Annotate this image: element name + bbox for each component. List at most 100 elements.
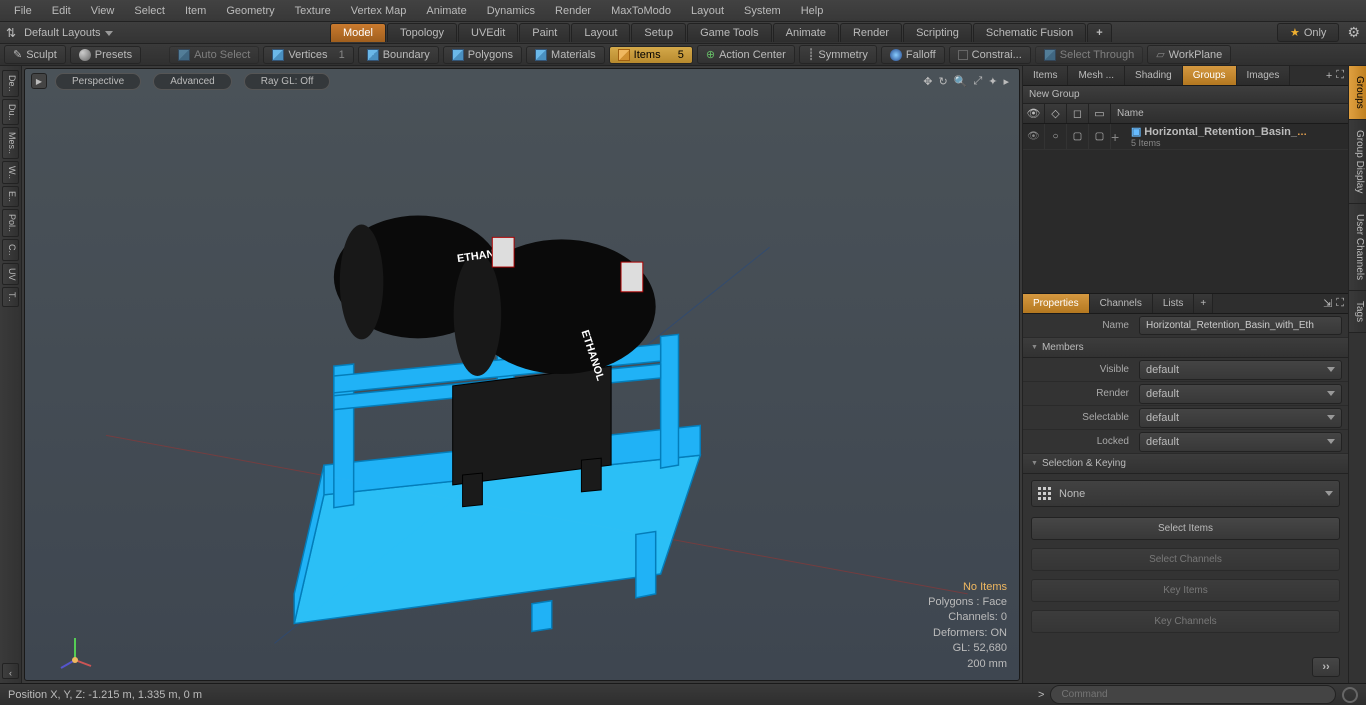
menu-maxtomodo[interactable]: MaxToModo [601,5,681,17]
constraints-button[interactable]: Constrai... [949,46,1031,64]
viewport-3d[interactable]: ▶ Perspective Advanced Ray GL: Off ✥ ↻ 🔍… [24,68,1020,681]
pan-icon[interactable]: ✥ [923,75,932,88]
tab-schematicfusion[interactable]: Schematic Fusion [973,23,1086,42]
row-c4[interactable]: ▢ [1089,124,1111,149]
col2-icon[interactable]: ◇ [1045,104,1067,123]
orbit-icon[interactable]: ↻ [939,75,948,88]
tab-uvedit[interactable]: UVEdit [458,23,518,42]
menu-system[interactable]: System [734,5,791,17]
selectable-select[interactable]: default [1139,408,1342,428]
section-members[interactable]: Members [1023,338,1348,358]
section-selkey[interactable]: Selection & Keying [1023,454,1348,474]
vertices-button[interactable]: Vertices 1 [263,46,353,64]
boundary-button[interactable]: Boundary [358,46,439,64]
name-input[interactable] [1139,316,1342,335]
tab-scripting[interactable]: Scripting [903,23,972,42]
name-header[interactable]: Name [1111,108,1348,119]
menu-layout[interactable]: Layout [681,5,734,17]
menu-select[interactable]: Select [124,5,175,17]
layout-switch-icon[interactable]: ⇅ [6,26,16,40]
actioncenter-button[interactable]: ⊕Action Center [697,45,795,64]
command-input[interactable] [1050,685,1336,704]
vtab-groupdisplay[interactable]: Group Display [1349,120,1366,204]
rtab-mesh[interactable]: Mesh ... [1068,66,1125,85]
polygons-button[interactable]: Polygons [443,46,522,64]
lside-4[interactable]: E.. [2,186,19,207]
locked-select[interactable]: default [1139,432,1342,452]
select-channels-button[interactable]: Select Channels [1031,548,1340,571]
eye-col-icon[interactable]: 👁 [1023,104,1045,123]
lside-5[interactable]: Pol.. [2,209,19,237]
vtab-userchannels[interactable]: User Channels [1349,204,1366,291]
zoom-icon[interactable]: 🔍 [954,75,968,88]
menu-texture[interactable]: Texture [285,5,341,17]
item-row[interactable]: 👁 ○ ▢ ▢ + ▣ Horizontal_Retention_Basin_w… [1023,124,1348,150]
menu-dynamics[interactable]: Dynamics [477,5,545,17]
render-select[interactable]: default [1139,384,1342,404]
record-icon[interactable] [1342,687,1358,703]
raygl-dropdown[interactable]: Ray GL: Off [244,73,331,90]
shading-dropdown[interactable]: Advanced [153,73,231,90]
lside-8[interactable]: T.. [2,287,19,307]
items-button[interactable]: Items 5 [609,46,693,64]
rtab-groups[interactable]: Groups [1183,66,1237,85]
tab-topology[interactable]: Topology [387,23,457,42]
menu-vertexmap[interactable]: Vertex Map [341,5,417,17]
lside-2[interactable]: Mes.. [2,127,19,159]
row-c3[interactable]: ▢ [1067,124,1089,149]
new-group-button[interactable]: New Group [1023,86,1348,104]
menu-item[interactable]: Item [175,5,216,17]
tab-add[interactable]: + [1087,23,1111,42]
rtab-shading[interactable]: Shading [1125,66,1183,85]
row-eye-icon[interactable]: 👁 [1023,124,1045,149]
lside-3[interactable]: W.. [2,161,19,184]
gear-icon[interactable]: ✦ [988,75,997,88]
menu-file[interactable]: File [4,5,42,17]
menu-view[interactable]: View [81,5,125,17]
menu-edit[interactable]: Edit [42,5,81,17]
tab-paint[interactable]: Paint [519,23,570,42]
col3-icon[interactable]: ◻ [1067,104,1089,123]
lside-6[interactable]: C.. [2,239,19,261]
rtab-images[interactable]: Images [1237,66,1291,85]
row-expand-icon[interactable]: + [1111,129,1125,145]
group-type-select[interactable]: None [1031,480,1340,507]
mtab-add[interactable]: + [1194,294,1213,313]
mtab-lists[interactable]: Lists [1153,294,1195,313]
tab-render[interactable]: Render [840,23,902,42]
menu-animate[interactable]: Animate [416,5,476,17]
default-layouts-dropdown[interactable]: Default Layouts [24,27,112,39]
mtab-properties[interactable]: Properties [1023,294,1090,313]
falloff-button[interactable]: Falloff [881,46,945,64]
menu-geometry[interactable]: Geometry [216,5,284,17]
selectthrough-button[interactable]: Select Through [1035,46,1143,64]
menu-render[interactable]: Render [545,5,601,17]
col4-icon[interactable]: ▭ [1089,104,1111,123]
max-icon[interactable]: ▸ [1003,75,1009,88]
more-arrow-button[interactable]: ›› [1312,657,1340,677]
tab-gametools[interactable]: Game Tools [687,23,772,42]
symmetry-button[interactable]: ┋Symmetry [799,45,877,64]
visible-select[interactable]: default [1139,360,1342,380]
materials-button[interactable]: Materials [526,46,605,64]
select-items-button[interactable]: Select Items [1031,517,1340,540]
tab-model[interactable]: Model [330,23,386,42]
tab-setup[interactable]: Setup [631,23,686,42]
view-type-dropdown[interactable]: Perspective [55,73,141,90]
vtab-groups[interactable]: Groups [1349,66,1366,120]
tab-layout[interactable]: Layout [571,23,630,42]
presets-button[interactable]: Presets [70,46,141,64]
lside-collapse[interactable]: ‹ [2,663,19,679]
row-c2[interactable]: ○ [1045,124,1067,149]
key-items-button[interactable]: Key Items [1031,579,1340,602]
key-channels-button[interactable]: Key Channels [1031,610,1340,633]
sculpt-button[interactable]: ✎Sculpt [4,45,66,64]
undock-icon[interactable]: ⇲ [1323,297,1332,310]
expand-icon[interactable]: ⛶ [1336,297,1344,310]
rtab-items[interactable]: Items [1023,66,1068,85]
autoselect-button[interactable]: Auto Select [169,46,259,64]
lside-0[interactable]: De.. [2,70,19,97]
plus-icon[interactable]: + [1326,70,1332,82]
workplane-button[interactable]: ▱WorkPlane [1147,45,1231,64]
tab-animate[interactable]: Animate [773,23,839,42]
